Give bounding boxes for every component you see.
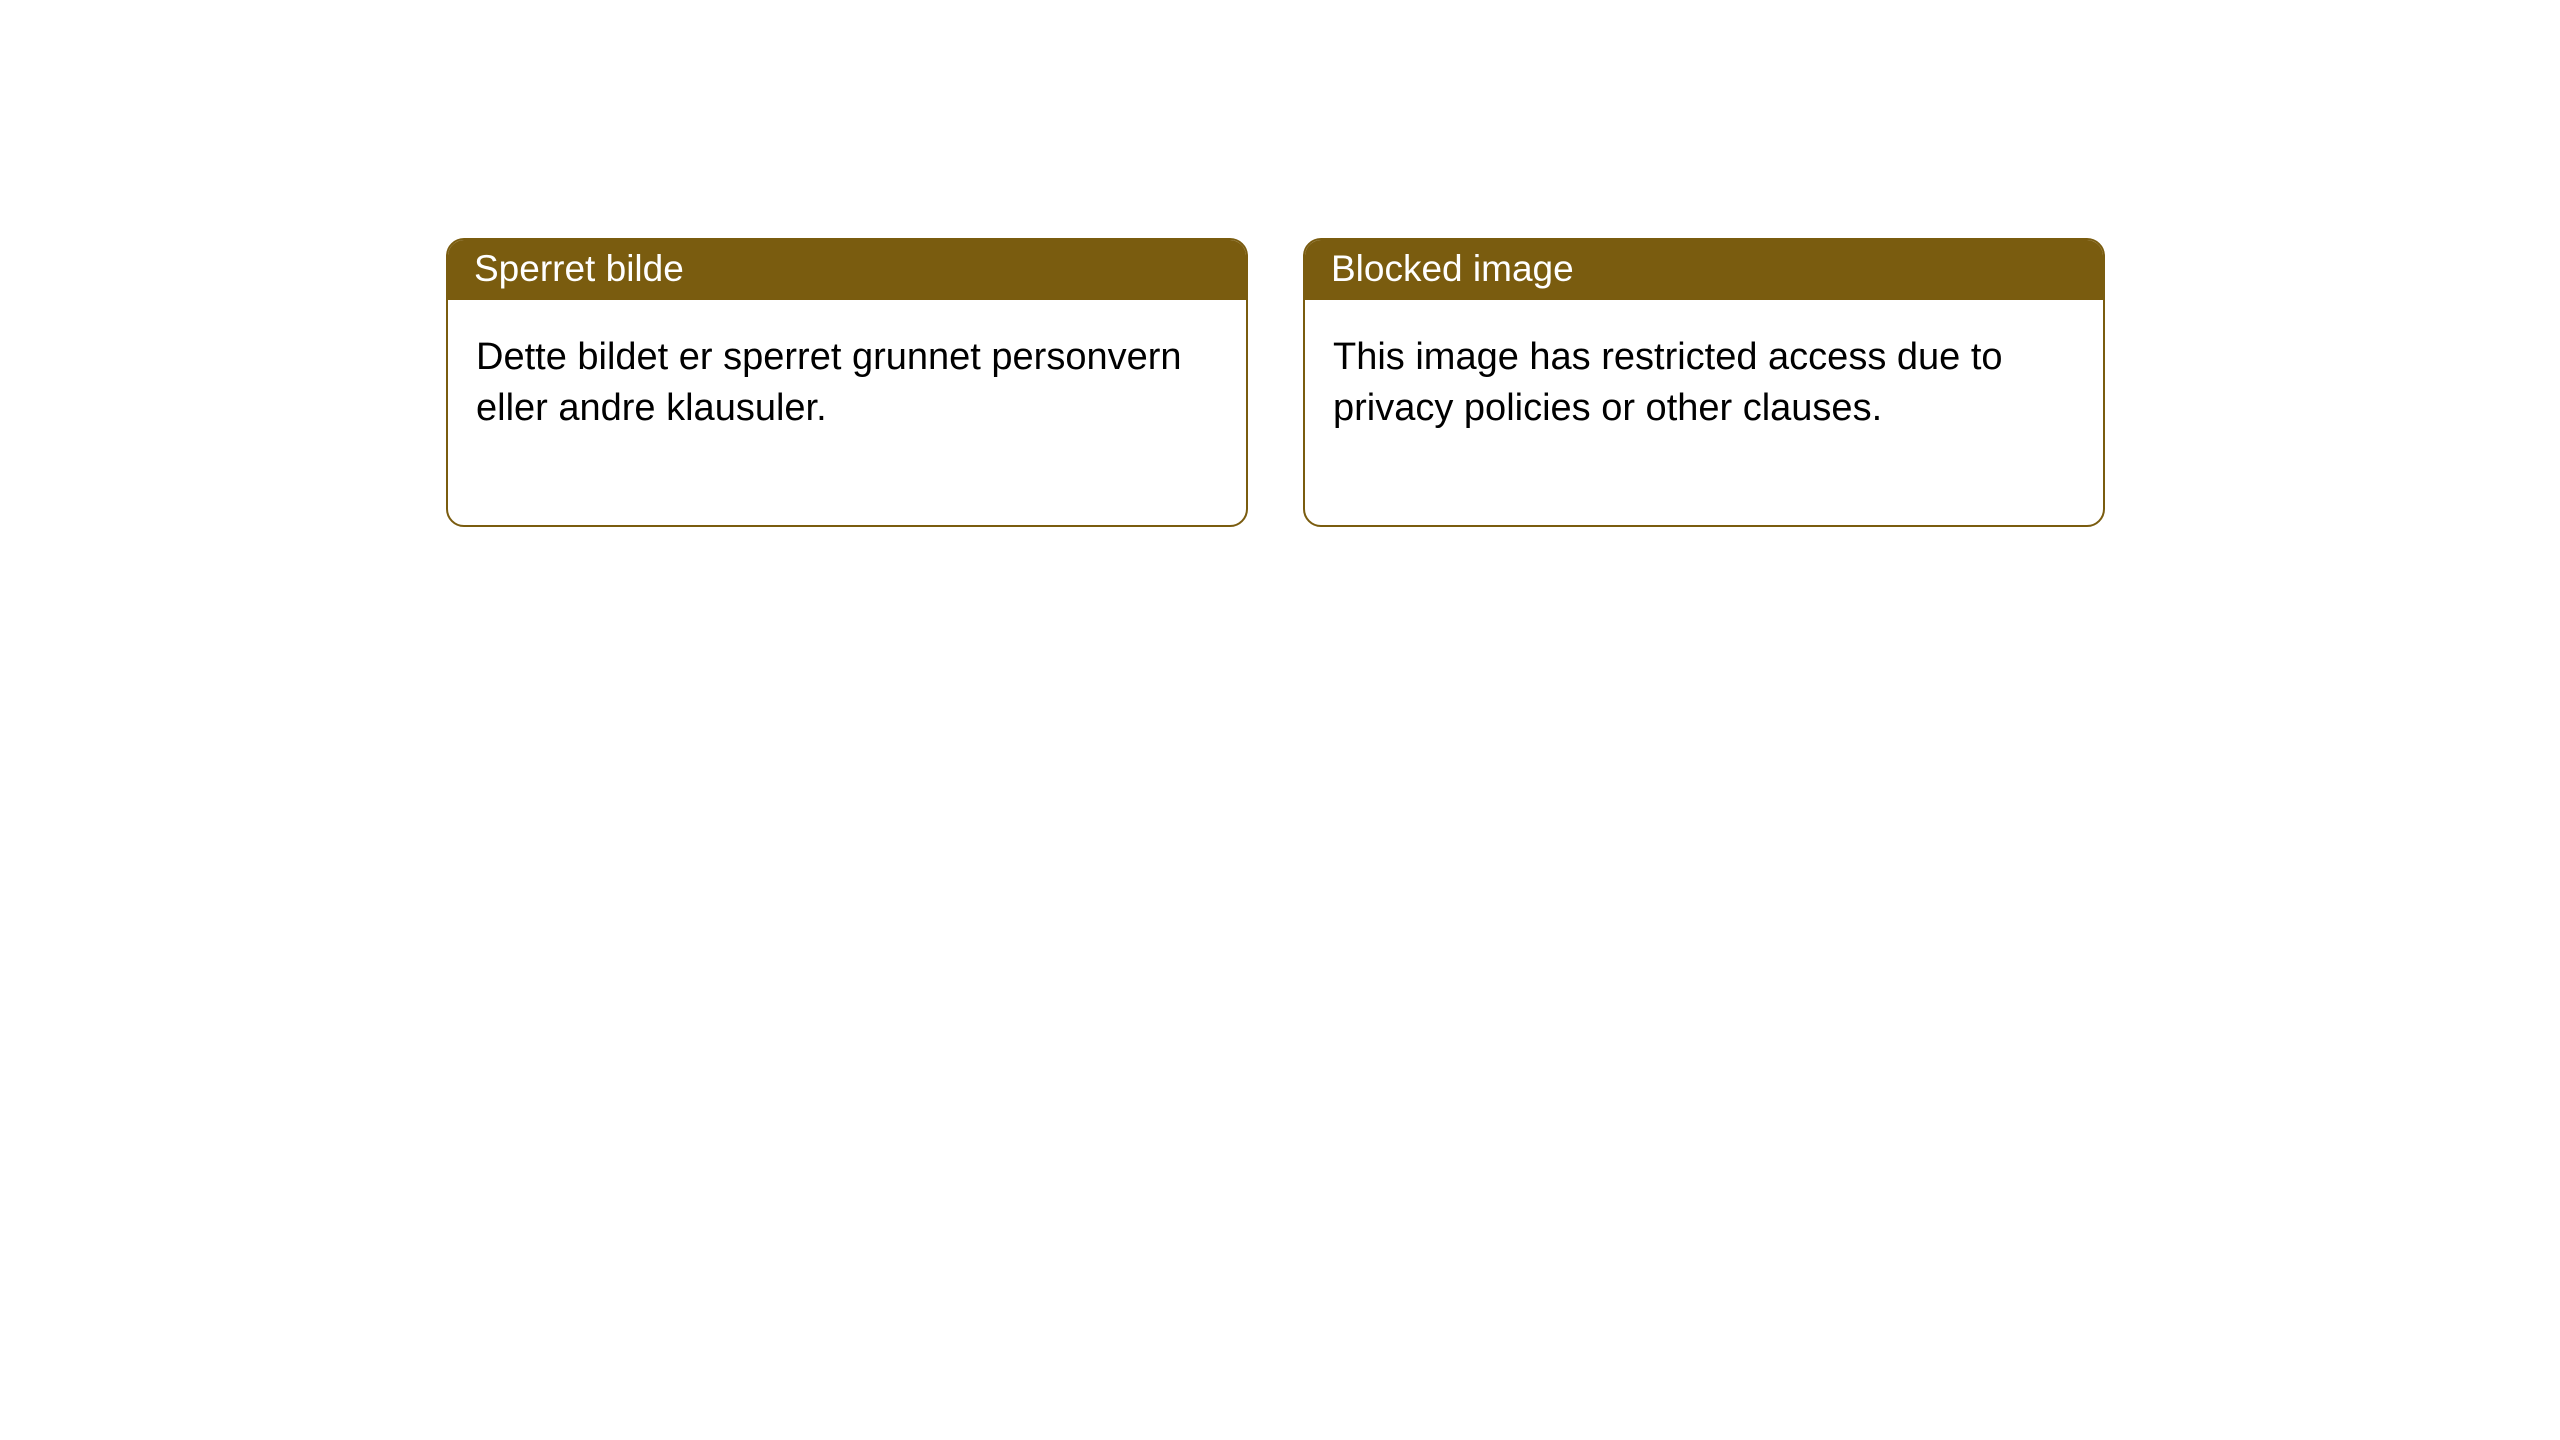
notice-card-english: Blocked image This image has restricted …	[1303, 238, 2105, 527]
notice-header: Blocked image	[1305, 240, 2103, 300]
notice-header: Sperret bilde	[448, 240, 1246, 300]
notice-card-norwegian: Sperret bilde Dette bildet er sperret gr…	[446, 238, 1248, 527]
notice-body: Dette bildet er sperret grunnet personve…	[448, 300, 1246, 525]
notice-body: This image has restricted access due to …	[1305, 300, 2103, 525]
notice-container: Sperret bilde Dette bildet er sperret gr…	[0, 0, 2560, 527]
